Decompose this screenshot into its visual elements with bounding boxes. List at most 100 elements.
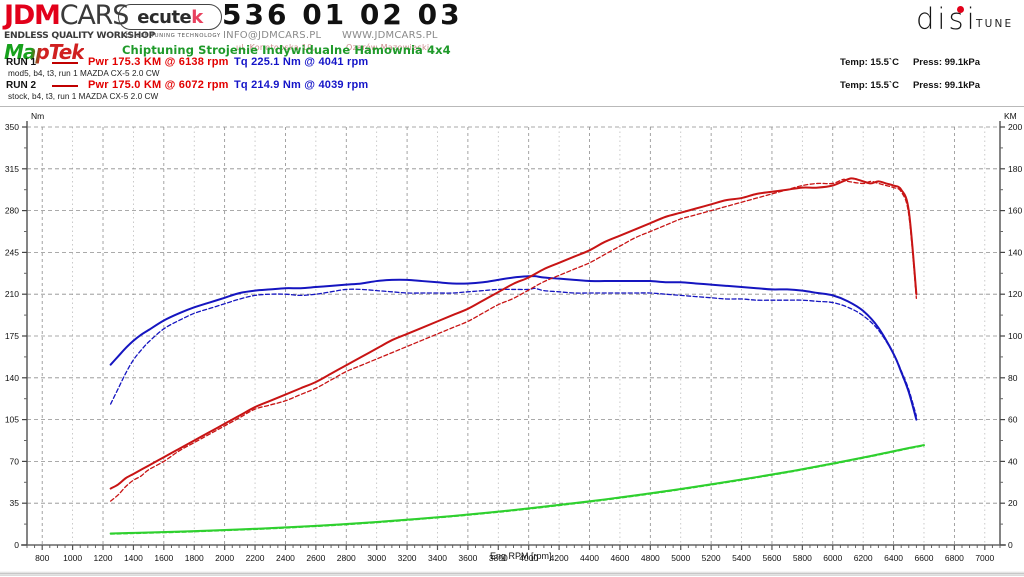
series-line-2: [109, 177, 918, 490]
jdmcars-cars-text: CARS: [59, 0, 130, 31]
run2-description: stock, b4, t3, run 1 MAZDA CX-5 2.0 CW: [8, 92, 159, 101]
run-row-2[interactable]: RUN 2 Pwr 175.0 KM @ 6072 rpm Tq 214.9 N…: [6, 79, 766, 92]
x-tick-label: 6800: [945, 553, 964, 563]
ecutek-logo: ecutek VEHICLE TUNING TECHNOLOGY: [118, 4, 224, 39]
run1-line-swatch: [52, 62, 78, 64]
run1-press: Press: 99.1kPa: [912, 57, 981, 68]
footer-bar: [0, 571, 1024, 576]
disi-wordmark: disi: [916, 2, 978, 36]
run1-description: mod5, b4, t3, run 1 MAZDA CX-5 2.0 CW: [8, 69, 160, 78]
x-tick-label: 3200: [398, 553, 417, 563]
address-text: ul. Konotopska 19,: [236, 43, 316, 52]
x-tick-label: 7000: [975, 553, 994, 563]
run2-environment: Temp: 15.5`C Press: 99.1kPa: [840, 80, 1024, 91]
left-tick-label: 315: [5, 164, 19, 174]
series-line-5: [109, 445, 925, 535]
x-tick-label: 2600: [306, 553, 325, 563]
left-tick-label: 105: [5, 415, 19, 425]
jdmcars-logo: JDMCARS ENDLESS QUALITY WORKSHOP: [4, 0, 156, 42]
x-tick-label: 5200: [702, 553, 721, 563]
left-axis-title: Nm: [31, 111, 45, 121]
x-tick-label: 4600: [610, 553, 629, 563]
email-text[interactable]: INFO@JDMCARS.PL: [223, 30, 322, 41]
run-legend: RUN 1 Pwr 175.3 KM @ 6138 rpm Tq 225.1 N…: [6, 56, 766, 103]
contact-address-row: ul. Konotopska 19, Ozarów Mazowiecki: [222, 43, 692, 56]
right-tick-label: 200: [1008, 122, 1022, 132]
x-tick-label: 4200: [550, 553, 569, 563]
maptek-logo: MapTek: [4, 40, 85, 64]
x-tick-label: 1600: [154, 553, 173, 563]
left-tick-label: 70: [10, 456, 20, 466]
series-line-3: [109, 178, 918, 502]
run-row-1[interactable]: RUN 1 Pwr 175.3 KM @ 6138 rpm Tq 225.1 N…: [6, 56, 766, 69]
right-tick-label: 100: [1008, 331, 1022, 341]
contact-block: 536 01 02 03 INFO@JDMCARS.PL WWW.JDMCARS…: [222, 0, 692, 56]
left-tick-label: 245: [5, 247, 19, 257]
x-tick-label: 6600: [915, 553, 934, 563]
series-line-0: [109, 275, 918, 421]
dyno-plot-svg: 0 35 70 105 140 175 210 245 280 315 350 0 20 40 60 80 10…: [5, 121, 1022, 563]
left-tick-label: 35: [10, 498, 20, 508]
run2-power-readout: Pwr 175.0 KM @ 6072 rpm: [88, 79, 229, 91]
ecutek-text-main: ecut: [137, 6, 180, 28]
x-axis-title: Eng RPM [rpm]: [490, 551, 552, 561]
x-tick-label: 2000: [215, 553, 234, 563]
right-tick-label: 80: [1008, 373, 1018, 383]
run2-label: RUN 2: [6, 80, 37, 91]
ecutek-badge: ecutek: [118, 4, 222, 30]
left-tick-label: 175: [5, 331, 19, 341]
left-tick-label: 0: [14, 540, 19, 550]
jdmcars-tagline: ENDLESS QUALITY WORKSHOP: [4, 30, 156, 41]
run1-environment: Temp: 15.5`C Press: 99.1kPa: [840, 57, 1024, 68]
x-tick-label: 3800: [489, 553, 508, 563]
x-tick-label: 5000: [671, 553, 690, 563]
phone-number: 536 01 02 03: [222, 0, 463, 31]
run1-power-readout: Pwr 175.3 KM @ 6138 rpm: [88, 56, 229, 68]
ecutek-subtitle: VEHICLE TUNING TECHNOLOGY: [121, 33, 221, 39]
x-tick-label: 2400: [276, 553, 295, 563]
left-tick-label: 280: [5, 206, 19, 216]
x-tick-label: 2200: [246, 553, 265, 563]
ecutek-wordmark: ecutek: [137, 7, 203, 28]
right-tick-label: 120: [1008, 289, 1022, 299]
run1-label: RUN 1: [6, 57, 37, 68]
x-tick-label: 1800: [185, 553, 204, 563]
run2-torque-readout: Tq 214.9 Nm @ 4039 rpm: [234, 79, 369, 91]
left-tick-label: 350: [5, 122, 19, 132]
run2-temp: Temp: 15.5`C: [840, 80, 899, 91]
x-tick-label: 3000: [367, 553, 386, 563]
jdmcars-jdm-text: JDM: [4, 0, 61, 31]
x-tick-label: 5600: [762, 553, 781, 563]
ecutek-text-e: e: [179, 6, 192, 28]
x-tick-label: 6400: [884, 553, 903, 563]
x-tick-label: 3600: [458, 553, 477, 563]
x-tick-label: 5400: [732, 553, 751, 563]
x-tick-label: 1000: [63, 553, 82, 563]
right-tick-label: 60: [1008, 415, 1018, 425]
x-tick-label: 6200: [854, 553, 873, 563]
right-tick-label: 180: [1008, 164, 1022, 174]
header-banner: JDMCARS ENDLESS QUALITY WORKSHOP ecutek …: [0, 0, 1024, 106]
right-tick-label: 140: [1008, 247, 1022, 257]
run2-press: Press: 99.1kPa: [912, 80, 981, 91]
right-axis-title: KM: [1004, 111, 1017, 121]
website-text[interactable]: WWW.JDMCARS.PL: [342, 30, 438, 41]
x-tick-label: 6000: [823, 553, 842, 563]
maptek-slogan: Chiptuning Strojenie Indywidualne Hamown…: [122, 43, 451, 57]
right-tick-label: 0: [1008, 540, 1013, 550]
series-line-1: [109, 287, 918, 417]
right-tick-label: 160: [1008, 206, 1022, 216]
x-tick-label: 4400: [580, 553, 599, 563]
x-tick-label: 5800: [793, 553, 812, 563]
right-tick-label: 40: [1008, 456, 1018, 466]
x-tick-label: 1400: [124, 553, 143, 563]
chart-area: Nm KM Eng RPM [rpm] 0 35 70 105 140 175 210 245…: [0, 106, 1024, 577]
x-tick-label: 4000: [519, 553, 538, 563]
left-tick-label: 210: [5, 289, 19, 299]
run1-torque-readout: Tq 225.1 Nm @ 4041 rpm: [234, 56, 369, 68]
x-tick-label: 800: [35, 553, 49, 563]
disi-dot-icon: [957, 6, 964, 13]
contact-links-row: INFO@JDMCARS.PL WWW.JDMCARS.PL: [222, 30, 692, 43]
city-text: Ozarów Mazowiecki: [346, 43, 430, 52]
